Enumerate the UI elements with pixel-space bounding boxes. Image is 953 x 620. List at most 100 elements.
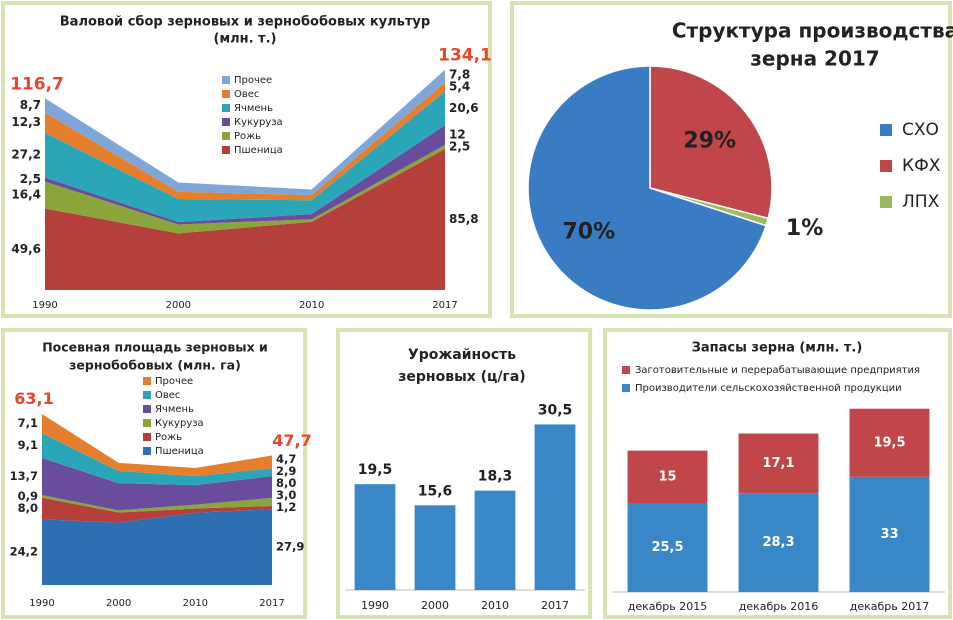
value-label: 12,3 bbox=[11, 115, 41, 129]
legend-label: Ячмень bbox=[234, 103, 273, 114]
legend-swatch bbox=[880, 196, 892, 208]
area bbox=[45, 69, 445, 196]
area bbox=[42, 495, 272, 513]
x-tick-label: 2000 bbox=[421, 599, 449, 612]
total-label: 116,7 bbox=[10, 74, 64, 94]
value-label: 7,1 bbox=[18, 416, 38, 430]
legend-swatch bbox=[143, 377, 151, 385]
legend-swatch bbox=[222, 90, 230, 98]
legend-swatch bbox=[222, 104, 230, 112]
area bbox=[42, 433, 272, 486]
value-label: 1% bbox=[786, 216, 823, 241]
chart-title: Посевная площадь зерновых и bbox=[42, 340, 268, 355]
legend-label: Производители сельскохозяйственной проду… bbox=[635, 383, 902, 394]
value-label: 18,3 bbox=[478, 469, 513, 485]
legend-label: Ячмень bbox=[155, 404, 194, 415]
area bbox=[45, 125, 445, 225]
legend-label: СХО bbox=[902, 120, 939, 140]
legend-label: Овес bbox=[234, 89, 259, 100]
x-tick-label: 2017 bbox=[259, 598, 284, 609]
value-label: 2,9 bbox=[276, 464, 296, 478]
bar-segment bbox=[849, 476, 930, 592]
legend-label: КФХ bbox=[902, 156, 941, 176]
legend-swatch bbox=[143, 433, 151, 441]
value-label: 29% bbox=[683, 129, 736, 154]
value-label: 13,7 bbox=[10, 469, 38, 483]
legend-swatch bbox=[880, 160, 892, 172]
legend-label: Кукуруза bbox=[234, 117, 283, 128]
value-label: 16,4 bbox=[11, 188, 41, 202]
chart-title: Урожайность bbox=[408, 347, 516, 363]
area bbox=[42, 497, 272, 523]
chart-title: Валовой сбор зерновых и зернобобовых кул… bbox=[60, 15, 430, 30]
bar bbox=[354, 484, 396, 590]
value-label: 20,6 bbox=[449, 101, 479, 115]
chart-title: зернобобовых (млн. га) bbox=[69, 358, 241, 373]
bar bbox=[474, 490, 516, 590]
legend-swatch bbox=[622, 366, 630, 374]
legend-label: Прочее bbox=[234, 75, 272, 86]
area bbox=[42, 414, 272, 477]
value-label: 3,0 bbox=[276, 488, 296, 502]
x-tick-label: 2000 bbox=[106, 598, 131, 609]
legend-swatch bbox=[880, 124, 892, 136]
bar-segment bbox=[627, 450, 708, 503]
value-label: 27,9 bbox=[276, 540, 304, 554]
value-label: 49,6 bbox=[11, 242, 41, 256]
value-label: 24,2 bbox=[10, 545, 38, 559]
legend-swatch bbox=[143, 419, 151, 427]
value-label: 15,6 bbox=[418, 483, 453, 499]
area bbox=[42, 457, 272, 511]
chart-title: Запасы зерна (млн. т.) bbox=[692, 341, 863, 356]
legend-label: Рожь bbox=[234, 131, 261, 142]
legend-label: ЛПХ bbox=[902, 192, 940, 212]
bar bbox=[534, 424, 576, 590]
value-label: 19,5 bbox=[873, 435, 905, 450]
total-label: 63,1 bbox=[14, 389, 53, 408]
value-label: 25,5 bbox=[651, 540, 683, 555]
bar-segment bbox=[627, 502, 708, 592]
chart-title: (млн. т.) bbox=[214, 32, 277, 47]
area bbox=[42, 509, 272, 585]
value-label: 0,9 bbox=[18, 489, 38, 503]
x-tick-label: декабрь 2017 bbox=[850, 600, 930, 613]
value-label: 15 bbox=[658, 469, 676, 484]
legend-label: Пшеница bbox=[234, 145, 283, 156]
x-tick-label: 2010 bbox=[481, 599, 509, 612]
legend-label: Пшеница bbox=[155, 446, 204, 457]
x-tick-label: 1990 bbox=[29, 598, 54, 609]
x-tick-label: 2010 bbox=[299, 300, 324, 311]
value-label: 8,0 bbox=[276, 476, 296, 490]
value-label: 8,0 bbox=[18, 501, 38, 515]
value-label: 7,8 bbox=[449, 67, 470, 81]
value-label: 12 bbox=[449, 127, 466, 141]
value-label: 27,2 bbox=[11, 148, 41, 162]
x-tick-label: 2000 bbox=[166, 300, 191, 311]
legend-label: Овес bbox=[155, 390, 180, 401]
x-tick-label: 2017 bbox=[432, 300, 457, 311]
value-label: 2,5 bbox=[449, 139, 470, 153]
legend-label: Заготовительные и перерабатывающие предп… bbox=[635, 365, 920, 376]
bar-segment bbox=[738, 433, 819, 494]
area bbox=[45, 91, 445, 222]
area bbox=[45, 149, 445, 290]
value-label: 9,1 bbox=[18, 438, 38, 452]
value-label: 8,7 bbox=[20, 98, 41, 112]
legend-swatch bbox=[222, 132, 230, 140]
legend-swatch bbox=[622, 384, 630, 392]
value-label: 2,5 bbox=[20, 172, 41, 186]
pie-slice bbox=[527, 65, 767, 311]
legend-swatch bbox=[143, 391, 151, 399]
x-tick-label: 1990 bbox=[32, 300, 57, 311]
bar-segment bbox=[849, 408, 930, 477]
value-label: 70% bbox=[562, 219, 615, 244]
legend-swatch bbox=[143, 447, 151, 455]
value-label: 85,8 bbox=[449, 212, 479, 226]
pie-slice bbox=[649, 65, 773, 220]
bar-segment bbox=[738, 493, 819, 592]
legend-swatch bbox=[222, 76, 230, 84]
legend-swatch bbox=[222, 118, 230, 126]
value-label: 30,5 bbox=[538, 402, 573, 418]
value-label: 17,1 bbox=[762, 456, 794, 471]
